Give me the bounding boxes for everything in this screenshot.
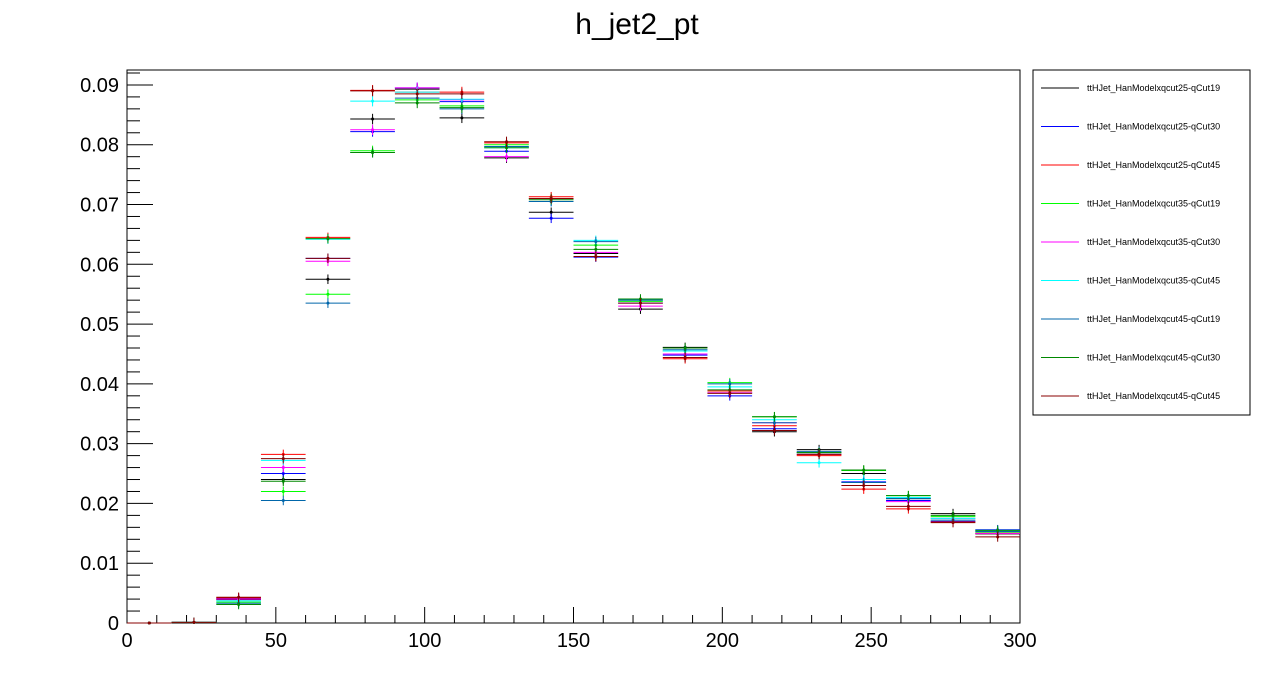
y-tick-label: 0.08: [80, 135, 119, 157]
data-point: [996, 528, 1000, 532]
data-point: [281, 466, 285, 470]
series-4: [127, 94, 1020, 625]
data-point: [237, 602, 241, 606]
y-tick-label: 0.01: [80, 553, 119, 575]
x-tick-label: 0: [121, 630, 132, 652]
data-point: [862, 483, 866, 487]
data-point: [415, 92, 419, 96]
data-point: [460, 97, 464, 101]
data-point: [683, 356, 687, 360]
data-point: [371, 117, 375, 121]
series-3: [127, 84, 1020, 625]
data-point: [415, 101, 419, 105]
data-point: [906, 494, 910, 498]
y-tick-label: 0.05: [80, 314, 119, 336]
x-tick-label: 250: [854, 630, 887, 652]
data-point: [281, 472, 285, 476]
data-point: [728, 382, 732, 386]
y-tick-label: 0.02: [80, 493, 119, 515]
data-point: [281, 498, 285, 502]
y-tick-label: 0.06: [80, 254, 119, 276]
data-point: [638, 301, 642, 305]
data-point: [460, 106, 464, 110]
data-point: [326, 277, 330, 281]
x-tick-label: 50: [265, 630, 287, 652]
axes: 0 50 100 150 200 250 300 0 0.01 0.02 0.03 0.04 0.05 0…: [80, 72, 1037, 652]
data-point: [817, 461, 821, 465]
data-point: [237, 595, 241, 599]
data-point: [594, 247, 598, 251]
data-point: [549, 197, 553, 201]
data-point: [326, 301, 330, 305]
y-tick-label: 0: [108, 613, 119, 635]
data-point: [594, 240, 598, 244]
legend-entry: ttHJet_HanModelxqcut45-qCut45: [1087, 391, 1220, 401]
y-tick-label: 0.04: [80, 374, 119, 396]
y-tick-label: 0.03: [80, 434, 119, 456]
data-point: [371, 89, 375, 93]
data-point: [549, 210, 553, 214]
series-1: [127, 83, 1020, 625]
legend-entry: ttHJet_HanModelxqcut25-qCut19: [1087, 83, 1220, 93]
series-6: [127, 86, 1020, 625]
data-point: [996, 535, 1000, 539]
data-point: [281, 457, 285, 461]
data-point: [906, 504, 910, 508]
data-point: [817, 452, 821, 456]
series-2: [127, 82, 1020, 625]
data-point: [281, 489, 285, 493]
data-point: [951, 521, 955, 525]
data-point: [371, 151, 375, 155]
data-point: [326, 237, 330, 241]
data-point: [192, 620, 196, 624]
data-point: [326, 292, 330, 296]
series-9: [127, 85, 1020, 625]
data-point: [728, 391, 732, 395]
legend-entry: ttHJet_HanModelxqcut25-qCut45: [1087, 160, 1220, 170]
data-point: [147, 621, 151, 625]
data-point: [594, 255, 598, 259]
data-point: [951, 513, 955, 517]
data-point: [281, 479, 285, 483]
data-point: [683, 346, 687, 350]
data-point: [371, 99, 375, 103]
legend-entry: ttHJet_HanModelxqcut45-qCut19: [1087, 314, 1220, 324]
x-tick-label: 100: [408, 630, 441, 652]
data-point: [326, 256, 330, 260]
data-point: [505, 146, 509, 150]
legend: ttHJet_HanModelxqcut25-qCut19 ttHJet_HanM…: [1032, 69, 1251, 416]
series-5: [127, 82, 1020, 625]
legend-entry: ttHJet_HanModelxqcut45-qCut30: [1087, 353, 1220, 363]
data-point: [505, 140, 509, 144]
series-8: [127, 97, 1020, 625]
data-point: [772, 428, 776, 432]
x-tick-label: 200: [706, 630, 739, 652]
series-7: [127, 92, 1020, 625]
data-point: [371, 128, 375, 132]
y-tick-label: 0.07: [80, 195, 119, 217]
data-point: [460, 116, 464, 120]
chart-title: h_jet2_pt: [575, 8, 699, 41]
plot-frame: [126, 69, 1021, 624]
x-tick-label: 300: [1003, 630, 1036, 652]
legend-entry: ttHJet_HanModelxqcut35-qCut30: [1087, 237, 1220, 247]
data-point: [772, 421, 776, 425]
legend-entry: ttHJet_HanModelxqcut35-qCut45: [1087, 276, 1220, 286]
data-point: [862, 468, 866, 472]
data-point: [460, 92, 464, 96]
legend-entry: ttHJet_HanModelxqcut25-qCut30: [1087, 122, 1220, 132]
x-tick-label: 150: [557, 630, 590, 652]
data-point: [549, 216, 553, 220]
legend-entry: ttHJet_HanModelxqcut35-qCut19: [1087, 199, 1220, 209]
y-tick-label: 0.09: [80, 75, 119, 97]
data-point: [772, 415, 776, 419]
data-point: [505, 155, 509, 159]
series-layer: [127, 82, 1020, 625]
